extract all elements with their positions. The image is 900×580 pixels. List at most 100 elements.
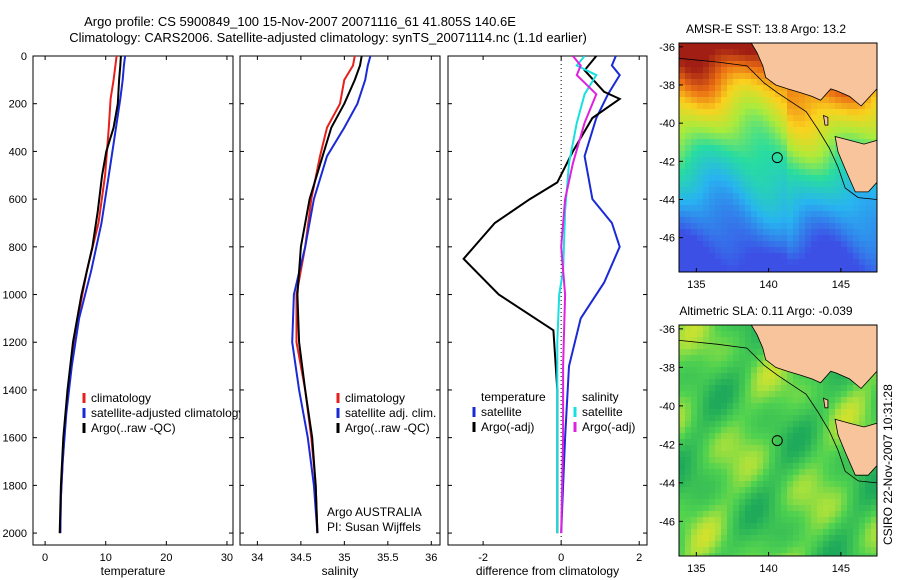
map-cell <box>691 451 698 458</box>
map-cell <box>703 343 710 350</box>
map-cell <box>727 541 734 548</box>
map-cell <box>685 115 692 122</box>
map-cell <box>727 55 734 62</box>
map-cell <box>751 55 758 62</box>
map-cell <box>739 145 746 152</box>
map-cell <box>763 169 770 176</box>
map-cell <box>727 127 734 134</box>
map-cell <box>721 493 728 500</box>
map-cell <box>817 403 824 410</box>
map-cell <box>769 121 776 128</box>
map-cell <box>685 157 692 164</box>
map-cell <box>733 367 740 374</box>
map-cell <box>829 241 836 248</box>
map-cell <box>703 223 710 230</box>
map-cell <box>757 259 764 266</box>
map-cell <box>739 121 746 128</box>
map-cell <box>847 187 854 194</box>
map-cell <box>829 253 836 260</box>
map-cell <box>781 103 788 110</box>
map-cell <box>817 535 824 542</box>
map-cell <box>811 157 818 164</box>
map-cell <box>715 355 722 362</box>
map-cell <box>703 217 710 224</box>
temperature-series-line-2 <box>58 56 122 534</box>
map-cell <box>709 511 716 518</box>
map-cell <box>721 235 728 242</box>
map-cell <box>703 445 710 452</box>
map-cell <box>829 163 836 170</box>
map-cell <box>709 529 716 536</box>
map-cell <box>691 145 698 152</box>
map-cell <box>733 379 740 386</box>
map-cell <box>829 157 836 164</box>
map-cell <box>757 133 764 140</box>
map-cell <box>733 127 740 134</box>
map-cell <box>769 523 776 530</box>
map-cell <box>721 343 728 350</box>
map-cell <box>853 487 860 494</box>
map-cell <box>727 331 734 338</box>
map-cell <box>769 385 776 392</box>
map-cell <box>793 535 800 542</box>
map-cell <box>703 205 710 212</box>
map-cell <box>817 505 824 512</box>
map-cell <box>769 505 776 512</box>
map-cell <box>679 409 686 416</box>
map-cell <box>817 427 824 434</box>
map-cell <box>781 403 788 410</box>
map-cell <box>823 541 830 548</box>
map-cell <box>715 85 722 92</box>
map-cell <box>853 541 860 548</box>
map-cell <box>859 391 866 398</box>
map-cell <box>763 463 770 470</box>
map-cell <box>703 67 710 74</box>
map-cell <box>799 157 806 164</box>
map-cell <box>679 217 686 224</box>
map-cell <box>835 385 842 392</box>
map-cell <box>739 355 746 362</box>
depth-tick-label: 1600 <box>3 433 27 445</box>
map-cell <box>757 103 764 110</box>
map-cell <box>739 445 746 452</box>
map-cell <box>775 139 782 146</box>
map-cell <box>829 373 836 380</box>
map-cell <box>781 151 788 158</box>
map-cell <box>793 175 800 182</box>
map-cell <box>859 511 866 518</box>
map-cell <box>823 247 830 254</box>
map-cell <box>697 259 704 266</box>
depth-tick-label: 2000 <box>3 528 27 540</box>
map-cell <box>847 499 854 506</box>
map-cell <box>757 121 764 128</box>
map-cell <box>745 103 752 110</box>
map-cell <box>739 223 746 230</box>
map-cell <box>745 223 752 230</box>
map-cell <box>703 133 710 140</box>
map-cell <box>799 121 806 128</box>
difference-plot-frame <box>447 55 648 546</box>
map-cell <box>751 361 758 368</box>
map-cell <box>859 265 866 272</box>
map-cell <box>685 217 692 224</box>
map-cell <box>691 541 698 548</box>
map-cell <box>739 349 746 356</box>
map-cell <box>811 409 818 416</box>
map-cell <box>727 79 734 86</box>
map-cell <box>793 523 800 530</box>
map-cell <box>823 499 830 506</box>
map-cell <box>805 109 812 116</box>
map-cell <box>703 91 710 98</box>
map-cell <box>859 193 866 200</box>
map-cell <box>715 157 722 164</box>
map-cell <box>721 115 728 122</box>
map-cell <box>679 373 686 380</box>
map-cell <box>697 139 704 146</box>
map-cell <box>679 487 686 494</box>
map-cell <box>685 103 692 110</box>
map-cell <box>721 121 728 128</box>
map-cell <box>799 373 806 380</box>
map-cell <box>721 199 728 206</box>
map-cell <box>739 457 746 464</box>
map-cell <box>835 415 842 422</box>
